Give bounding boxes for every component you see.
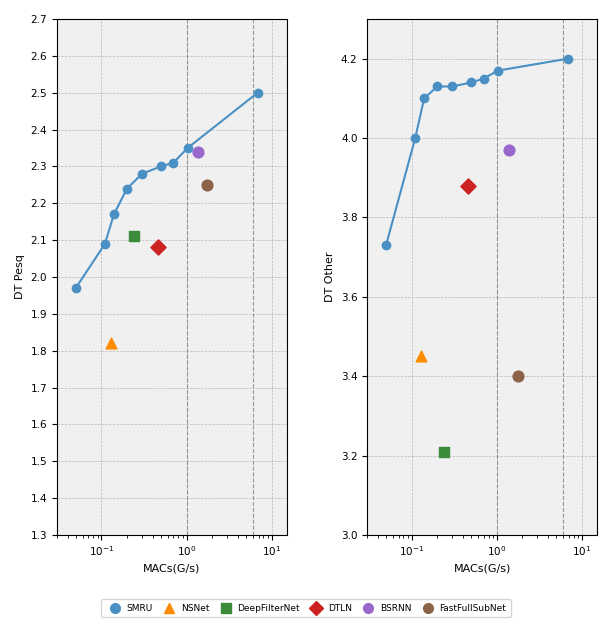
X-axis label: MACs(G/s): MACs(G/s) [143,564,201,574]
Point [193,147,203,157]
Point [203,180,212,190]
Point [129,231,139,241]
Point [513,371,523,381]
Y-axis label: DT Pesq: DT Pesq [15,254,25,299]
Point [153,243,163,253]
Point [439,447,449,457]
Point [106,338,116,348]
Point [463,181,473,191]
Point [417,351,427,361]
Legend: SMRU, NSNet, DeepFilterNet, DTLN, BSRNN, FastFullSubNet: SMRU, NSNet, DeepFilterNet, DTLN, BSRNN,… [101,600,511,618]
X-axis label: MACs(G/s): MACs(G/s) [453,564,511,574]
Y-axis label: DT Other: DT Other [325,252,335,302]
Point [504,145,513,155]
